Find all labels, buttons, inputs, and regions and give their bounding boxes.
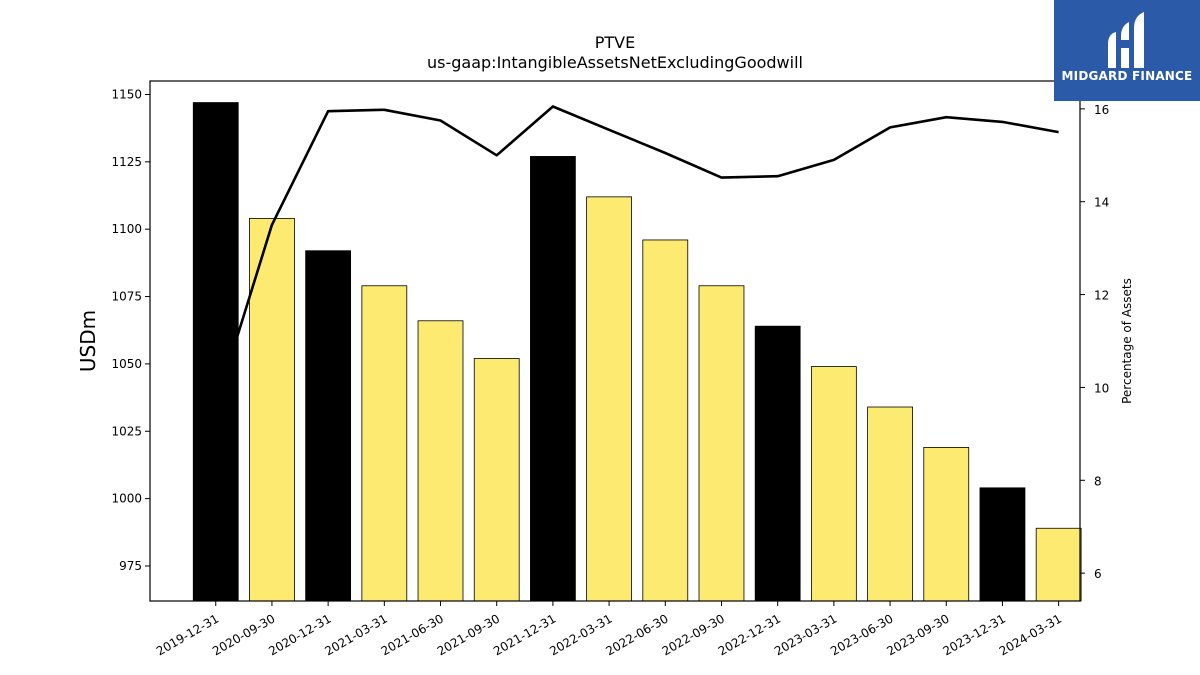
bar: [979, 487, 1026, 602]
left-axis: 975 1000 1025 1050 1075 1100 1125 1150: [111, 87, 150, 573]
bar: [754, 325, 801, 602]
bar: [530, 156, 576, 602]
chart-subtitle: us-gaap:IntangibleAssetsNetExcludingGood…: [427, 53, 803, 72]
y-tick-label: 1050: [111, 357, 142, 371]
bar: [361, 285, 408, 602]
x-tick-label: 2023-12-31: [941, 611, 1008, 658]
logo-mark-icon: [1108, 12, 1144, 68]
y-tick-label: 975: [119, 559, 142, 573]
x-tick-label: 2019-12-31: [154, 611, 221, 658]
x-tick-label: 2020-12-31: [266, 611, 333, 658]
bar: [473, 358, 520, 602]
percentage-line: [214, 105, 1059, 407]
plot-frame: [149, 80, 1081, 602]
bar-series: [192, 102, 1082, 602]
y-tick-label: 1025: [111, 424, 142, 438]
y2-tick-label: 12: [1094, 289, 1109, 303]
x-tick-label: 2023-03-31: [772, 611, 839, 658]
x-tick-label: 2021-09-30: [435, 611, 502, 658]
line-series: [214, 105, 1059, 407]
y-tick-label: 1000: [111, 492, 142, 506]
bar: [305, 250, 352, 602]
x-tick-label: 2023-06-30: [828, 611, 895, 658]
x-tick-label: 2020-09-30: [210, 611, 277, 658]
brand-logo: MIDGARD FINANCE: [1054, 0, 1200, 101]
y2-axis-label: Percentage of Assets: [1120, 278, 1134, 404]
y-axis-label: USDm: [76, 310, 100, 372]
bar: [1035, 527, 1082, 602]
x-tick-label: 2022-12-31: [716, 611, 783, 658]
x-tick-label: 2022-06-30: [603, 611, 670, 658]
bar: [417, 320, 464, 602]
y2-tick-label: 14: [1094, 196, 1109, 210]
logo-text: MIDGARD FINANCE: [1061, 69, 1193, 83]
x-tick-label: 2022-09-30: [660, 611, 727, 658]
bar: [642, 239, 689, 602]
bar: [192, 102, 239, 602]
y-tick-label: 1125: [111, 155, 142, 169]
x-tick-label: 2021-12-31: [491, 611, 558, 658]
x-tick-label: 2024-03-31: [997, 611, 1064, 658]
y2-tick-label: 8: [1094, 474, 1102, 488]
x-tick-label: 2021-06-30: [379, 611, 446, 658]
chart-title: PTVE: [595, 33, 635, 52]
x-axis: 2019-12-312020-09-302020-12-312021-03-31…: [154, 601, 1064, 658]
y-tick-label: 1075: [111, 290, 142, 304]
y2-tick-label: 6: [1094, 567, 1102, 581]
y2-tick-label: 16: [1094, 103, 1109, 117]
y2-tick-label: 10: [1094, 381, 1109, 395]
x-tick-label: 2021-03-31: [322, 611, 389, 658]
right-axis: 6 8 10 12 14 16: [1080, 103, 1109, 581]
bar: [923, 447, 970, 602]
bar: [249, 218, 295, 602]
bar: [810, 366, 857, 602]
bar: [586, 196, 632, 602]
y-tick-label: 1150: [111, 87, 142, 101]
x-tick-label: 2023-09-30: [884, 611, 951, 658]
bar: [698, 285, 745, 602]
bar: [867, 406, 913, 602]
x-tick-label: 2022-03-31: [547, 611, 614, 658]
y-tick-label: 1100: [111, 222, 142, 236]
